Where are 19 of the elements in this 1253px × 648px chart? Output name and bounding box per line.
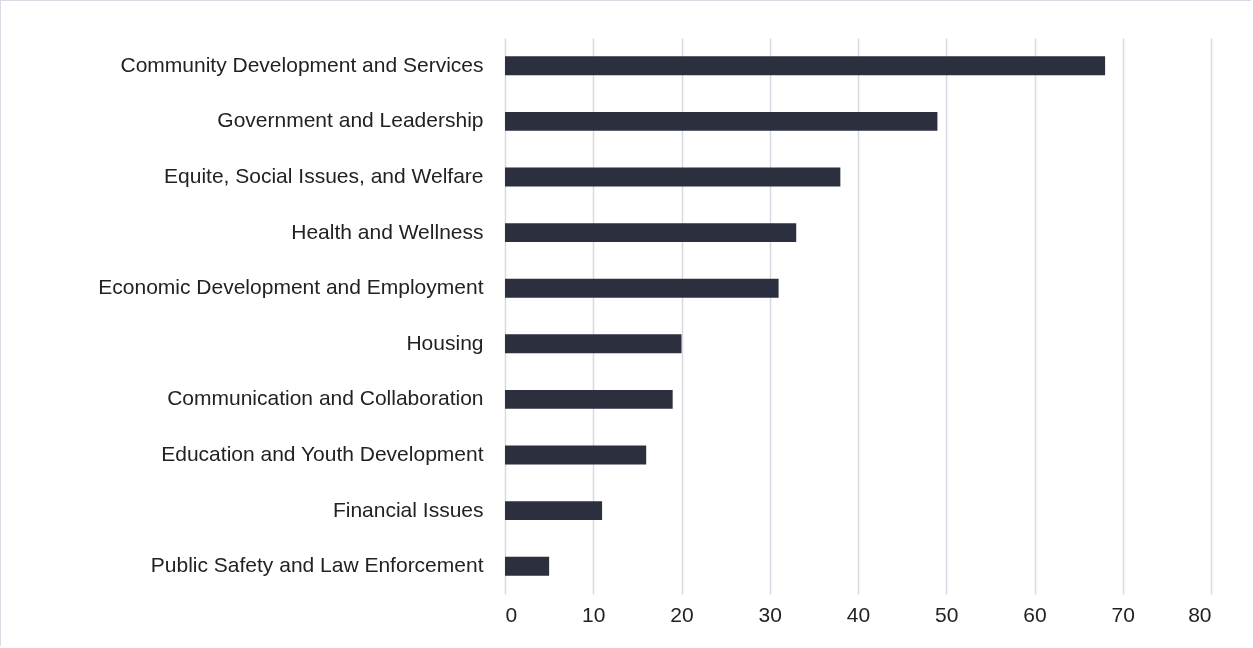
y-tick-label: Housing [406, 330, 484, 354]
x-tick-label: 30 [758, 602, 782, 626]
y-tick-label: Education and Youth Development [161, 442, 484, 465]
y-tick-label: Government and Leadership [217, 108, 484, 132]
y-tick-label: Community Development and Services [120, 52, 484, 76]
x-tick-label: 40 [846, 602, 871, 626]
x-tick-label: 70 [1111, 602, 1135, 626]
y-tick-label: Equite, Social Issues, and Welfare [164, 164, 484, 187]
y-tick-label: Health and Wellness [291, 219, 484, 243]
x-tick-label: 80 [1188, 602, 1212, 626]
x-tick-label: 0 [505, 602, 518, 626]
x-tick-label: 10 [582, 602, 606, 626]
y-tick-label: Public Safety and Law Enforcement [150, 553, 484, 577]
y-tick-label: Economic Development and Employment [98, 275, 484, 299]
x-tick-label: 20 [670, 602, 694, 626]
y-tick-label: Communication and Collaboration [167, 386, 484, 410]
y-tick-label: Financial Issues [332, 497, 484, 521]
x-tick-label: 50 [935, 602, 959, 626]
x-tick-label: 60 [1023, 602, 1047, 626]
